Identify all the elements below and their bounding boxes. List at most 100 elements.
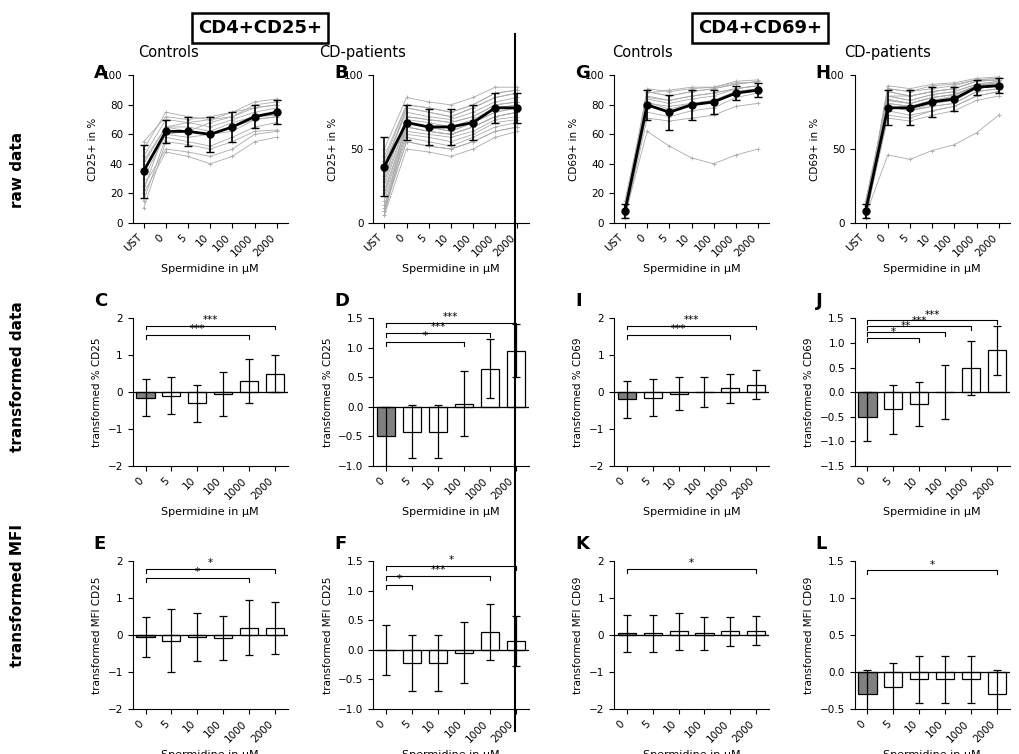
Text: ***: *** [430,566,445,575]
Text: E: E [94,535,106,553]
Text: *: * [688,558,693,568]
Text: **: ** [901,321,911,332]
Bar [668,392,687,394]
Bar [214,392,232,394]
Y-axis label: CD69+ in %: CD69+ in % [569,118,579,181]
Bar [137,635,155,637]
Text: CD-patients: CD-patients [318,45,406,60]
Bar [883,672,902,687]
Y-axis label: CD25+ in %: CD25+ in % [88,118,98,181]
Text: ***: *** [430,323,445,333]
Text: *: * [890,327,895,337]
Text: F: F [334,535,346,553]
X-axis label: Spermidine in μM: Spermidine in μM [401,507,499,516]
Text: CD4+CD25+: CD4+CD25+ [198,19,322,37]
Bar [935,672,953,679]
Bar [643,633,661,635]
X-axis label: Spermidine in μM: Spermidine in μM [642,263,740,274]
Bar [747,385,764,392]
Text: C: C [94,292,107,310]
X-axis label: Spermidine in μM: Spermidine in μM [882,749,980,754]
Text: *: * [195,567,200,578]
Text: ***: *** [923,310,938,320]
Bar [986,672,1005,694]
Bar [695,633,713,635]
Y-axis label: transformed % CD25: transformed % CD25 [92,337,102,447]
Text: L: L [815,535,826,553]
Bar [239,628,258,635]
Bar [668,631,687,635]
Y-axis label: transformed % CD69: transformed % CD69 [573,337,583,447]
Bar [137,392,155,397]
Y-axis label: transformed % CD25: transformed % CD25 [322,337,332,447]
Text: *: * [396,575,401,584]
Text: G: G [575,63,589,81]
Text: ***: *** [442,312,459,323]
Bar [720,631,739,635]
Bar [961,367,979,392]
X-axis label: Spermidine in μM: Spermidine in μM [161,749,259,754]
Bar [428,407,446,431]
Bar [239,381,258,392]
Bar [454,650,473,653]
Bar [454,404,473,407]
Text: *: * [448,556,453,566]
Text: Controls: Controls [138,45,199,60]
X-axis label: Spermidine in μM: Spermidine in μM [882,507,980,516]
Bar [403,407,421,431]
Bar [162,635,180,641]
Text: J: J [815,292,821,310]
Bar [858,392,875,417]
Y-axis label: transformed % CD69: transformed % CD69 [803,337,813,447]
Bar [189,392,206,403]
Bar [909,672,927,679]
Text: ***: *** [683,315,699,325]
Bar [720,388,739,392]
Text: raw data: raw data [10,132,25,207]
Text: Controls: Controls [611,45,673,60]
Bar [883,392,902,409]
X-axis label: Spermidine in μM: Spermidine in μM [161,263,259,274]
Bar [986,351,1005,392]
Text: transformed MFI: transformed MFI [10,524,25,667]
X-axis label: Spermidine in μM: Spermidine in μM [882,263,980,274]
Bar [618,633,635,635]
Text: transformed data: transformed data [10,302,25,452]
Text: CD4+CD69+: CD4+CD69+ [697,19,821,37]
Y-axis label: transformed MFI CD25: transformed MFI CD25 [92,576,102,694]
X-axis label: Spermidine in μM: Spermidine in μM [401,263,499,274]
Bar [480,369,498,407]
Text: *: * [422,331,427,342]
Y-axis label: CD69+ in %: CD69+ in % [809,118,819,181]
Bar [643,392,661,397]
Y-axis label: transformed MFI CD25: transformed MFI CD25 [322,576,332,694]
Bar [506,641,524,650]
Bar [506,351,524,407]
Text: *: * [928,559,933,569]
Y-axis label: transformed MFI CD69: transformed MFI CD69 [573,576,583,694]
Text: K: K [575,535,588,553]
Bar [377,407,394,437]
Bar [403,650,421,663]
Bar [618,392,635,400]
Text: CD-patients: CD-patients [843,45,930,60]
X-axis label: Spermidine in μM: Spermidine in μM [401,749,499,754]
Text: I: I [575,292,581,310]
Bar [480,632,498,650]
Bar [189,635,206,637]
Text: ***: *** [190,324,205,334]
Text: H: H [815,63,829,81]
X-axis label: Spermidine in μM: Spermidine in μM [161,507,259,516]
Text: ***: *** [203,315,218,325]
Text: *: * [208,558,213,568]
Text: ***: *** [911,316,926,326]
Bar [266,628,283,635]
Y-axis label: transformed MFI CD69: transformed MFI CD69 [803,576,813,694]
Y-axis label: CD25+ in %: CD25+ in % [328,118,338,181]
Bar [747,630,764,635]
Bar [214,635,232,638]
Bar [162,392,180,396]
X-axis label: Spermidine in μM: Spermidine in μM [642,749,740,754]
Bar [961,672,979,679]
Text: D: D [334,292,350,310]
